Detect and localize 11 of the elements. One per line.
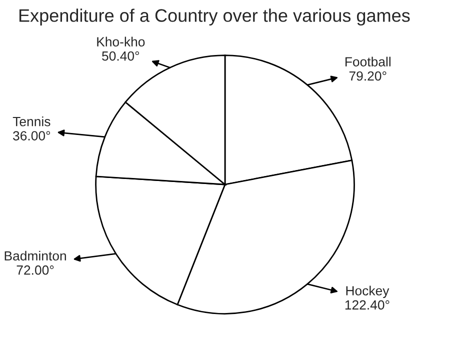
chart-title: Expenditure of a Country over the various games [19,8,410,26]
slice-label: Kho-kho [97,36,145,46]
data-label: 36.00° [13,131,50,140]
slice-label: Badminton [4,250,66,261]
slice-label: Football [345,56,390,66]
data-label: 79.20° [349,71,386,81]
data-label: 122.40° [345,300,390,310]
legend-label: Hockey [346,286,390,298]
data-label: 50.40° [102,51,140,61]
slice-label: Tennis [12,116,50,126]
data-label: 72.00° [16,265,54,275]
